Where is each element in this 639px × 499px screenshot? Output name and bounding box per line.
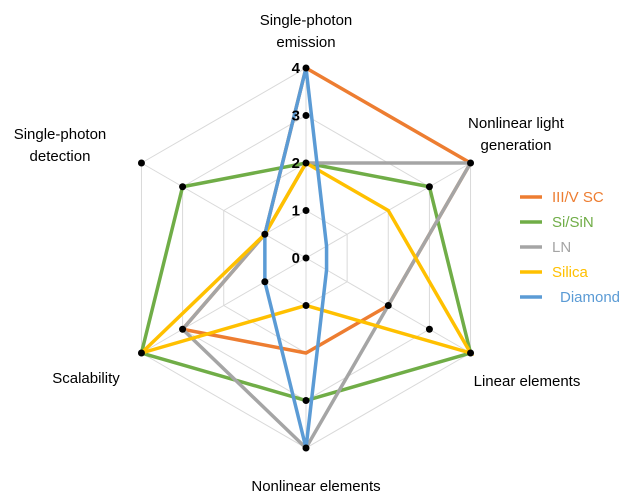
data-marker <box>302 159 310 167</box>
data-marker <box>467 159 475 167</box>
data-marker <box>302 397 310 404</box>
data-marker <box>302 64 310 72</box>
legend-label: Si/SiN <box>552 214 594 231</box>
radial-tick-label: 1 <box>292 203 300 220</box>
data-marker <box>179 183 187 191</box>
axis-label: generation <box>481 137 552 154</box>
axis-label: Single-photon <box>14 126 107 143</box>
data-marker <box>384 302 392 309</box>
axis-label: Linear elements <box>474 373 581 390</box>
axis-label: Nonlinear light <box>468 115 565 132</box>
radial-tick-label: 4 <box>292 60 301 77</box>
legend-label: Diamond <box>560 289 620 306</box>
legend-label: III/V SC <box>552 189 604 206</box>
radial-tick-label: 3 <box>292 108 300 125</box>
data-marker <box>425 183 433 191</box>
data-marker <box>137 349 145 357</box>
radial-tick-label: 2 <box>292 155 300 172</box>
data-marker <box>302 112 310 119</box>
axis-label: Single-photon <box>260 12 353 29</box>
radial-tick-labels: 0 1 2 3 4 <box>292 60 301 267</box>
data-marker <box>302 444 310 452</box>
legend: III/V SC Si/SiN LN Silica Diamond <box>520 189 620 306</box>
data-marker <box>137 159 145 167</box>
data-marker <box>302 254 310 262</box>
data-marker <box>261 278 269 286</box>
legend-label: LN <box>552 239 571 256</box>
axis-label: Nonlinear elements <box>251 478 380 495</box>
legend-label: Silica <box>552 264 589 281</box>
data-marker <box>302 302 310 309</box>
series-ln <box>180 161 474 451</box>
grid-spoke <box>141 162 307 259</box>
radial-tick-label: 0 <box>292 250 300 267</box>
radar-markers <box>137 64 475 452</box>
axis-label: emission <box>276 34 335 51</box>
axis-labels: Single-photon emission Nonlinear light gene… <box>14 12 581 495</box>
data-marker <box>302 207 310 214</box>
grid-spoke <box>141 257 307 354</box>
data-marker <box>179 325 187 333</box>
data-marker <box>261 230 269 238</box>
axis-label: detection <box>30 148 91 165</box>
axis-label: Scalability <box>52 370 120 387</box>
data-marker <box>425 325 433 333</box>
data-marker <box>467 349 475 357</box>
